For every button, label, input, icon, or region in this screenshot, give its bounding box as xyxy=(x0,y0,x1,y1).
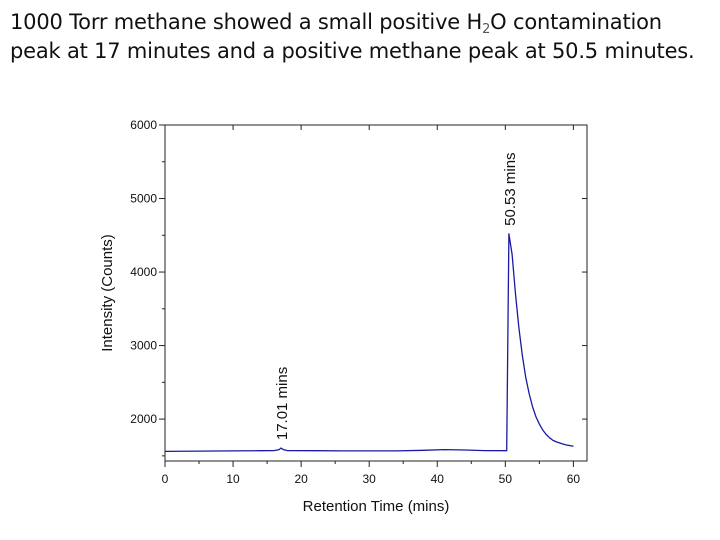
slide-caption: 1000 Torr methane showed a small positiv… xyxy=(10,8,715,66)
y-tick-label: 2000 xyxy=(130,412,157,426)
x-tick-label: 20 xyxy=(294,472,308,486)
y-tick-label: 4000 xyxy=(130,265,157,279)
y-tick-label: 5000 xyxy=(130,192,157,206)
x-tick-label: 0 xyxy=(162,472,169,486)
y-axis-title: Intensity (Counts) xyxy=(99,234,116,352)
x-tick-label: 50 xyxy=(499,472,513,486)
plot-frame xyxy=(164,124,588,462)
peak-annotation: 50.53 mins xyxy=(502,152,519,225)
x-tick-label: 60 xyxy=(567,472,581,486)
x-tick-label: 10 xyxy=(226,472,240,486)
caption-line1-after: O contamination xyxy=(490,10,662,34)
peak-annotation: 17.01 mins xyxy=(274,367,291,440)
x-tick-label: 30 xyxy=(363,472,377,486)
caption-line1-before: 1000 Torr methane showed a small positiv… xyxy=(10,10,483,34)
y-tick-label: 6000 xyxy=(130,118,157,132)
x-axis-title: Retention Time (mins) xyxy=(303,498,450,515)
x-tick-label: 40 xyxy=(431,472,445,486)
series-line xyxy=(164,233,574,453)
caption-line2: peak at 17 minutes and a positive methan… xyxy=(10,39,695,63)
y-tick-label: 3000 xyxy=(130,339,157,353)
caption-subscript: 2 xyxy=(482,22,491,37)
